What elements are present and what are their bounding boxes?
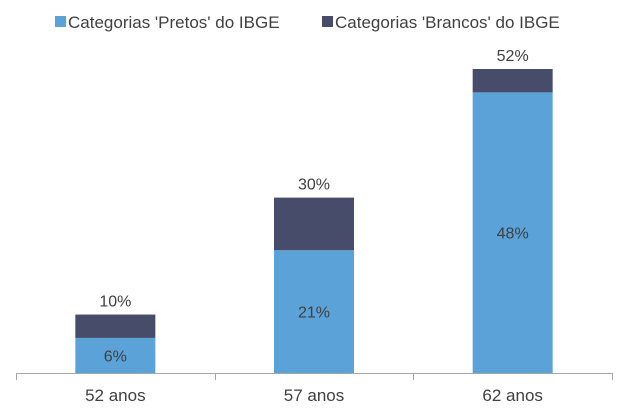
total-label-2: 30% [298,177,330,194]
bar-1-3 [472,92,553,373]
total-label-3: 52% [497,48,529,65]
legend: Categorias 'Pretos' do IBGE Categorias 'B… [55,13,560,32]
x-axis: 52 anos 57 anos 62 anos [16,373,613,405]
segment-label-3: 48% [497,226,529,243]
bar-1-2 [274,250,354,373]
bar-2-2 [274,197,354,251]
bar-1-1 [75,337,156,373]
legend-label-2: Categorias 'Brancos' do IBGE [335,13,560,32]
bar-2-3 [472,69,553,93]
segment-label-1: 6% [104,348,127,365]
x-tick-label-3: 62 anos [482,386,543,405]
x-tick-label-1: 52 anos [85,386,146,405]
legend-label-1: Categorias 'Pretos' do IBGE [68,13,280,32]
total-label-1: 10% [99,294,131,311]
segment-label-2: 21% [298,305,330,322]
data-labels: 6% 10% 21% 30% 48% 52% [99,48,528,365]
x-tick-label-2: 57 anos [284,386,345,405]
bars [75,69,553,373]
legend-swatch-2 [322,16,333,27]
bar-2-1 [75,314,156,338]
legend-swatch-1 [55,16,66,27]
